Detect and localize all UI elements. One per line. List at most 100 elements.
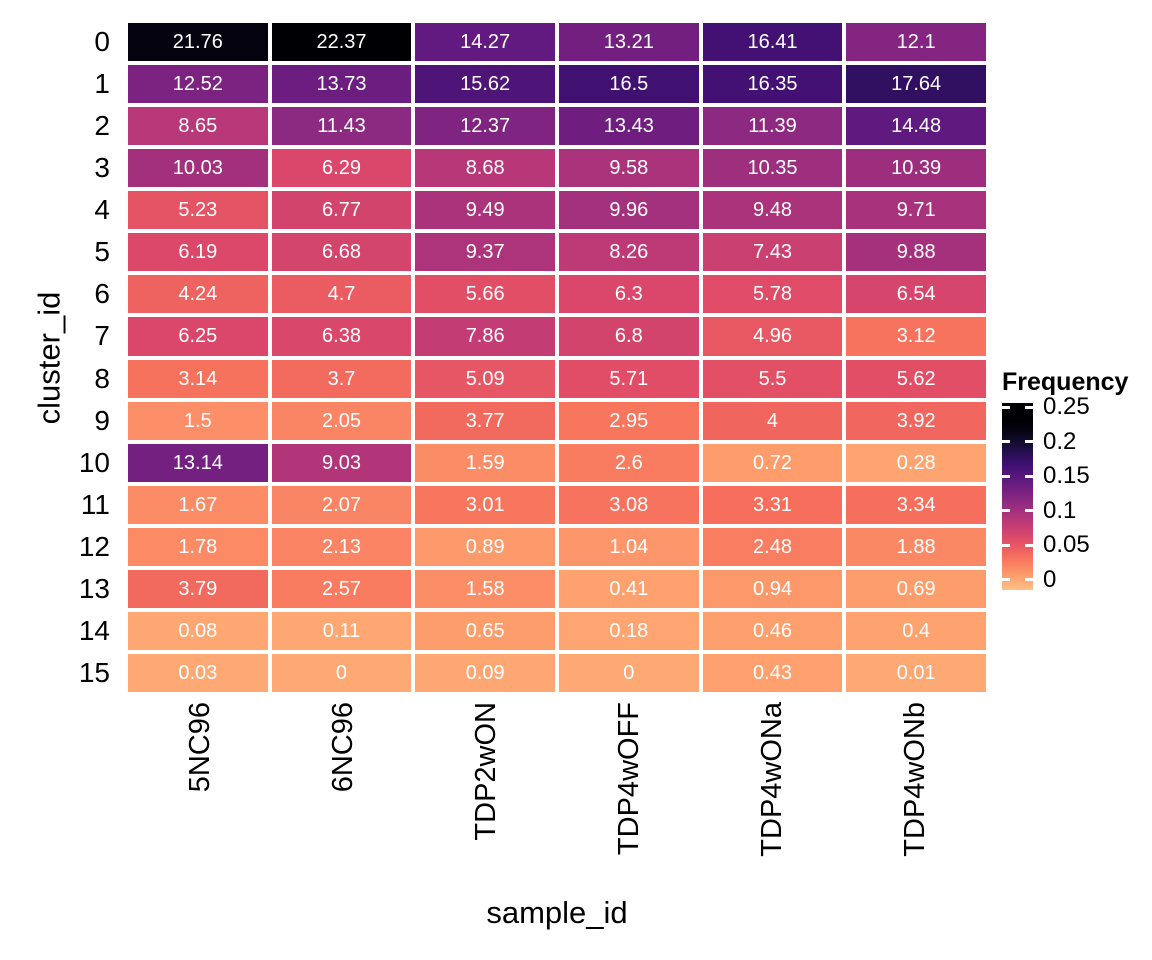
- legend-tick-label: 0: [1043, 565, 1057, 593]
- heatmap-cell: 0.4: [846, 611, 986, 650]
- legend: Frequency 0.25 0.2 0.15 0.1 0.05 0: [1002, 368, 1152, 608]
- heatmap-cell: 3.08: [559, 485, 699, 524]
- heatmap-cell: 7.86: [415, 317, 555, 356]
- legend-tick-mark: [1025, 578, 1033, 582]
- cell-value: 12.52: [172, 73, 223, 96]
- x-axis-tick-label-text: 6NC96: [326, 702, 359, 793]
- cell-value: 9.37: [465, 241, 505, 264]
- heatmap-cell: 2.95: [559, 401, 699, 440]
- legend-tick-mark: [1002, 509, 1010, 513]
- cell-value: 0: [335, 661, 348, 684]
- heatmap-cell: 0.09: [415, 653, 555, 692]
- cell-value: 8.65: [178, 115, 218, 138]
- cell-value: 3.12: [896, 325, 936, 348]
- y-axis-tick-label: 12: [78, 530, 110, 562]
- cell-value: 8.68: [465, 157, 505, 180]
- cell-value: 4: [766, 409, 779, 432]
- heatmap-cell: 12.37: [415, 107, 555, 146]
- cell-value: 5.78: [753, 283, 792, 306]
- heatmap-cell: 3.92: [846, 401, 986, 440]
- cell-value: 1.04: [609, 535, 649, 558]
- heatmap-cell: 11.39: [702, 107, 843, 146]
- heatmap-cell: 6.54: [846, 275, 986, 314]
- x-axis-tick-label: 5NC96: [182, 702, 272, 792]
- legend-tick-label: 0.2: [1043, 427, 1077, 455]
- heatmap-cell: 0: [559, 653, 699, 692]
- heatmap-cell: 13.43: [559, 107, 699, 146]
- cell-value: 7.43: [753, 241, 792, 264]
- heatmap-cell: 1.58: [415, 569, 555, 608]
- cell-value: 6.68: [322, 241, 361, 264]
- heatmap-cell: 2.13: [271, 527, 412, 566]
- y-axis-tick-label: 9: [94, 404, 110, 436]
- heatmap-cell: 9.49: [415, 191, 555, 230]
- heatmap-cell: 14.48: [846, 107, 986, 146]
- heatmap-cell: 8.65: [128, 107, 268, 146]
- heatmap-cell: 9.58: [559, 149, 699, 188]
- heatmap-cell: 0.94: [702, 569, 843, 608]
- cell-value: 0.28: [896, 451, 936, 474]
- cell-value: 5.66: [465, 283, 505, 306]
- heatmap-cell: 3.12: [846, 317, 986, 356]
- cell-value: 0.03: [178, 661, 218, 684]
- heatmap-cell: 9.88: [846, 233, 986, 272]
- cell-value: 3.08: [609, 493, 649, 516]
- cell-value: 3.34: [896, 493, 936, 516]
- heatmap-cell: 6.19: [128, 233, 268, 272]
- cell-value: 7.86: [465, 325, 505, 348]
- heatmap-cell: 2.05: [271, 401, 412, 440]
- cell-value: 2.05: [322, 409, 361, 432]
- cell-value: 13.73: [316, 73, 367, 96]
- heatmap-cell: 6.68: [271, 233, 412, 272]
- heatmap-cell: 13.73: [271, 65, 412, 104]
- heatmap-cell: 10.03: [128, 149, 268, 188]
- heatmap-cell: 1.67: [128, 485, 268, 524]
- legend-tick-mark: [1025, 543, 1033, 547]
- heatmap-cell: 14.27: [415, 23, 555, 62]
- cell-value: 11.39: [748, 115, 797, 138]
- legend-tick-mark: [1002, 543, 1010, 547]
- heatmap-cell: 9.48: [702, 191, 843, 230]
- cell-value: 13.21: [603, 31, 654, 54]
- legend-tick-label: 0.05: [1043, 531, 1090, 559]
- cell-value: 3.31: [753, 493, 792, 516]
- cell-value: 1.78: [178, 535, 218, 558]
- y-axis-tick-label: 14: [78, 614, 110, 646]
- cell-value: 16.5: [609, 73, 649, 96]
- heatmap-cell: 9.03: [271, 443, 412, 482]
- heatmap-cell: 0.11: [271, 611, 412, 650]
- cell-value: 5.71: [609, 367, 649, 390]
- cell-value: 13.14: [172, 451, 223, 474]
- heatmap-cell: 5.09: [415, 359, 555, 398]
- heatmap-cell: 0.89: [415, 527, 555, 566]
- heatmap-cell: 16.41: [702, 23, 843, 62]
- heatmap-cell: 0: [271, 653, 412, 692]
- cell-value: 10.03: [172, 157, 223, 180]
- heatmap-cell: 2.48: [702, 527, 843, 566]
- cell-value: 2.95: [609, 409, 649, 432]
- legend-tick-mark: [1025, 405, 1033, 409]
- heatmap-cell: 4.24: [128, 275, 268, 314]
- cell-value: 17.64: [891, 73, 942, 96]
- heatmap-cell: 4.96: [702, 317, 843, 356]
- heatmap-cell: 9.71: [846, 191, 986, 230]
- legend-tick-mark: [1025, 440, 1033, 444]
- cell-value: 0.65: [465, 619, 505, 642]
- heatmap-cell: 0.46: [702, 611, 843, 650]
- cell-value: 4.7: [327, 283, 356, 306]
- cell-value: 2.57: [322, 577, 361, 600]
- cell-value: 5.09: [465, 367, 505, 390]
- cell-value: 3.14: [178, 367, 218, 390]
- cell-value: 6.19: [178, 241, 218, 264]
- legend-tick-mark: [1002, 440, 1010, 444]
- cell-value: 0.01: [896, 661, 936, 684]
- cell-value: 13.43: [603, 115, 654, 138]
- y-axis-tick-label: 0: [94, 26, 110, 58]
- heatmap-cell: 0.01: [846, 653, 986, 692]
- cell-value: 4.96: [753, 325, 792, 348]
- cell-value: 9.96: [609, 199, 649, 222]
- cell-value: 14.27: [460, 31, 511, 54]
- heatmap-cell: 5.5: [702, 359, 843, 398]
- heatmap-cell: 0.43: [702, 653, 843, 692]
